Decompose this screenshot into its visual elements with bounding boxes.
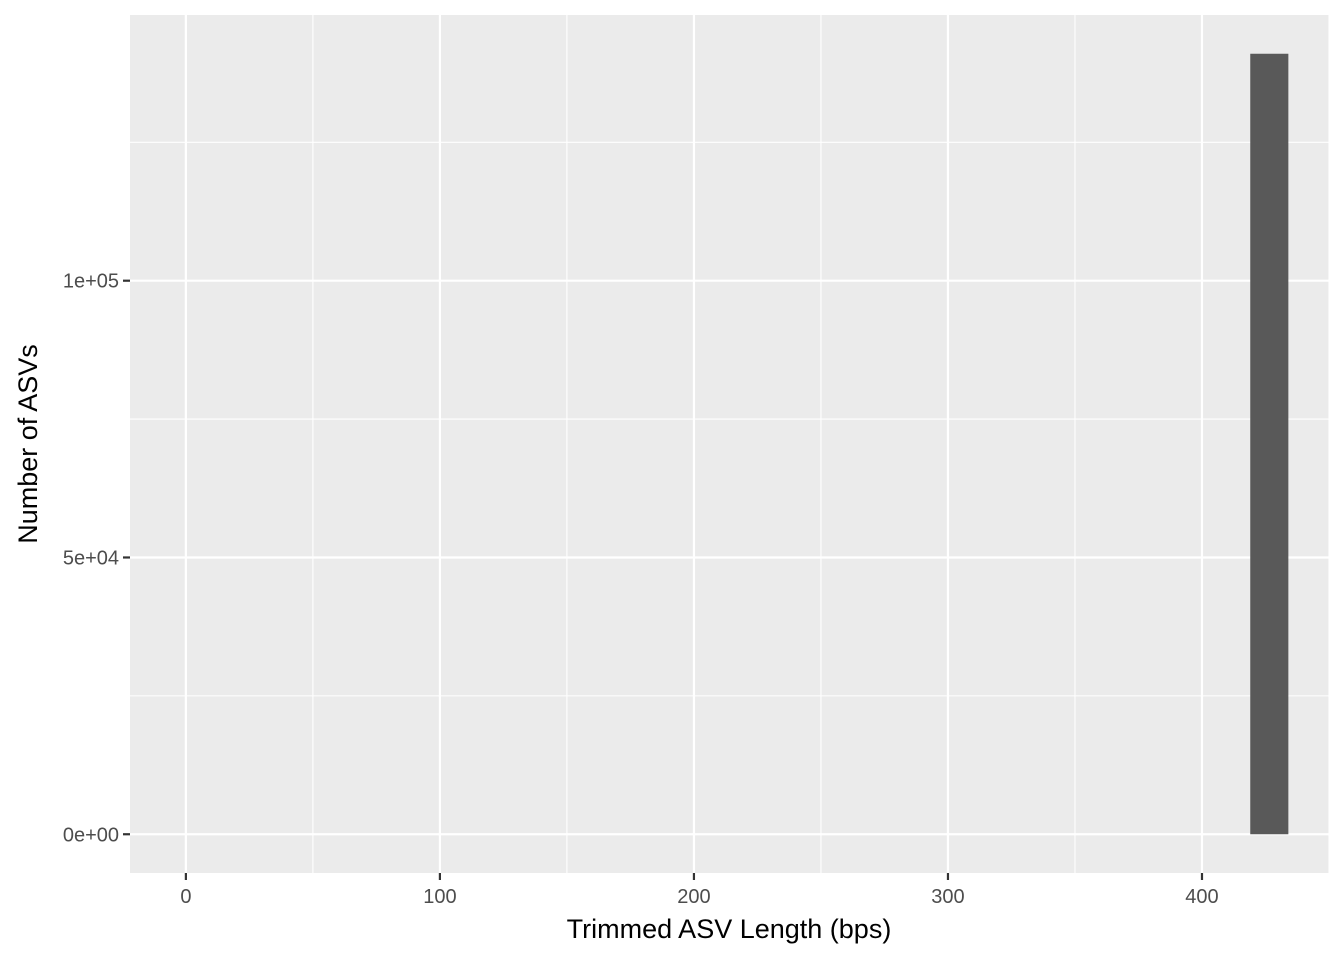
y-tick-label: 1e+05 xyxy=(63,271,119,293)
histogram-bars xyxy=(1250,53,1289,835)
x-axis: 0 100 200 300 400 xyxy=(180,873,1219,908)
major-gridlines xyxy=(130,15,1329,873)
y-tick-label: 0e+00 xyxy=(63,824,119,846)
x-axis-title: Trimmed ASV Length (bps) xyxy=(567,914,892,944)
y-axis-title: Number of ASVs xyxy=(13,344,43,544)
x-tick-label: 300 xyxy=(931,886,964,908)
plot-panel xyxy=(130,15,1329,873)
x-tick-label: 400 xyxy=(1185,886,1218,908)
histogram-bar xyxy=(1250,53,1289,835)
x-tick-label: 0 xyxy=(180,886,191,908)
y-tick-label: 5e+04 xyxy=(63,547,119,569)
minor-gridlines xyxy=(130,15,1330,873)
y-axis: 0e+00 5e+04 1e+05 xyxy=(63,271,130,846)
x-tick-label: 100 xyxy=(423,886,456,908)
x-tick-label: 200 xyxy=(677,886,710,908)
